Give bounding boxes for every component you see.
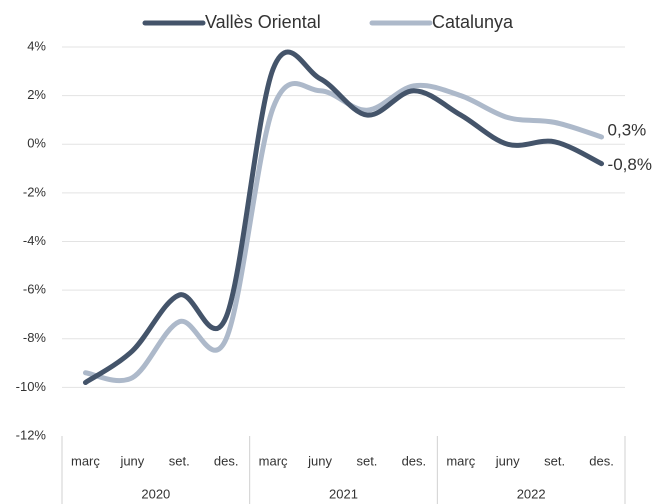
group-label: 2020 — [141, 486, 170, 501]
series-line — [82, 49, 605, 386]
x-tick-label: juny — [495, 453, 520, 468]
y-tick-label: -10% — [16, 379, 47, 394]
x-tick-label: des. — [589, 453, 614, 468]
x-tick-label: des. — [402, 453, 427, 468]
x-tick-label: des. — [214, 453, 239, 468]
group-label: 2022 — [517, 486, 546, 501]
x-tick-label: set. — [544, 453, 565, 468]
y-tick-label: -4% — [23, 233, 47, 248]
x-tick-label: març — [446, 453, 475, 468]
group-label: 2021 — [329, 486, 358, 501]
y-tick-label: 2% — [27, 87, 46, 102]
y-tick-label: -8% — [23, 330, 47, 345]
x-tick-label: juny — [119, 453, 144, 468]
x-tick-label: març — [71, 453, 100, 468]
x-tick-label: març — [259, 453, 288, 468]
series-line — [82, 81, 605, 384]
legend-label: Catalunya — [432, 12, 514, 32]
value-label: 0,3% — [608, 120, 647, 139]
y-tick-label: -6% — [23, 282, 47, 297]
y-tick-label: -12% — [16, 427, 47, 442]
legend-label: Vallès Oriental — [205, 12, 321, 32]
y-tick-label: -2% — [23, 184, 47, 199]
value-label: -0,8% — [608, 155, 652, 174]
y-tick-label: 0% — [27, 136, 46, 151]
y-tick-label: 4% — [27, 38, 46, 53]
x-tick-label: set. — [356, 453, 377, 468]
x-tick-label: set. — [169, 453, 190, 468]
x-tick-label: juny — [307, 453, 332, 468]
